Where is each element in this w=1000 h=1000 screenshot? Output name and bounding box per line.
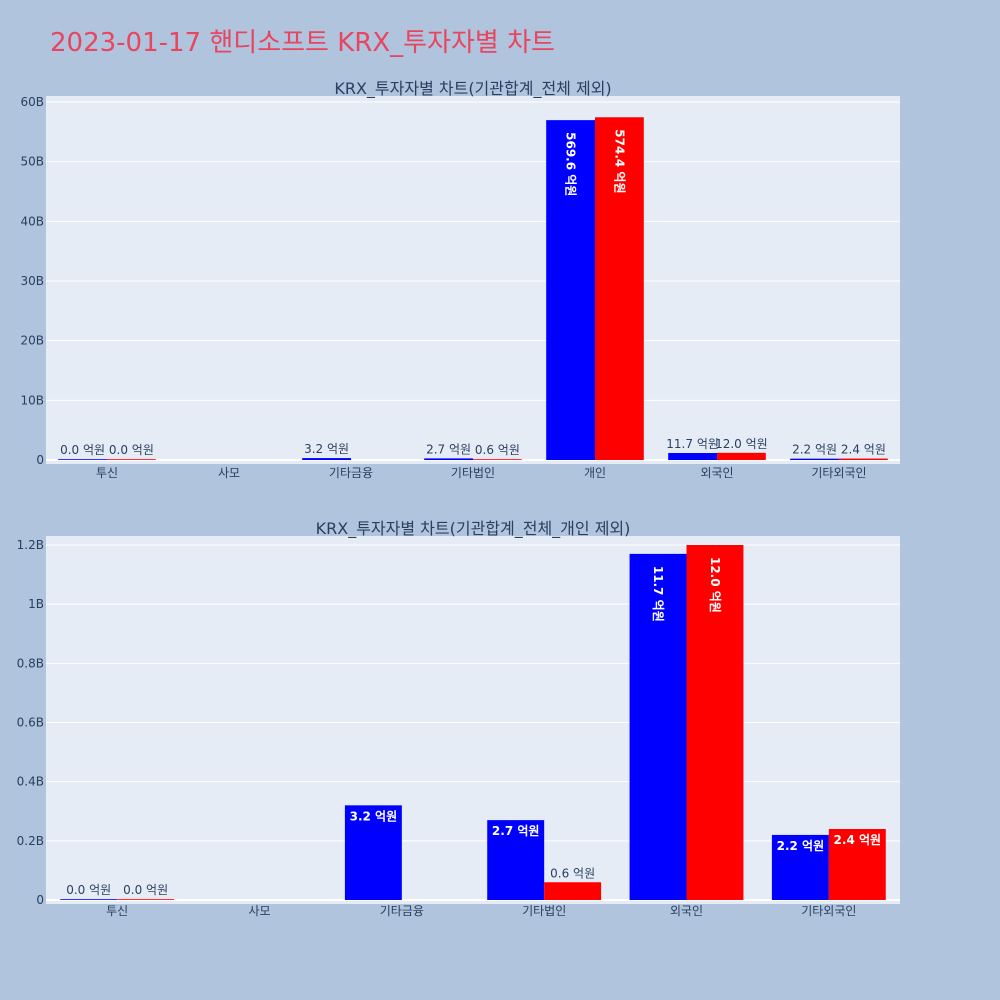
- chart1-ytick-label: 60B: [20, 95, 44, 109]
- chart2-data-label: 11.7 억원: [651, 566, 665, 622]
- chart1-ytick-label: 40B: [20, 214, 44, 228]
- chart2-data-label: 3.2 억원: [350, 809, 398, 823]
- chart1-data-label: 11.7 억원: [666, 437, 719, 451]
- chart1-xtick-label: 사모: [218, 466, 240, 480]
- chart1-plot-bg: [46, 96, 900, 464]
- chart1-data-label: 0.0 억원: [60, 443, 105, 457]
- chart1-bar: [302, 458, 351, 460]
- chart2-xtick-label: 기타법인: [522, 904, 566, 918]
- chart2-bar: [828, 829, 886, 900]
- chart1-ytick-label: 0: [36, 453, 44, 467]
- chart1-data-label: 569.6 억원: [564, 132, 578, 196]
- chart1-bar: [473, 459, 522, 460]
- chart2-title: KRX_투자자별 차트(기관합계_전체_개인 제외): [316, 519, 631, 539]
- chart1-title: KRX_투자자별 차트(기관합계_전체 제외): [334, 79, 611, 99]
- chart2-bar: [487, 820, 545, 900]
- chart1-bar: [790, 458, 839, 460]
- chart1-bar: [717, 452, 766, 460]
- chart1-bar: [668, 453, 717, 460]
- chart1-data-label: 2.4 억원: [841, 443, 886, 457]
- chart2-data-label: 0.0 억원: [66, 883, 111, 897]
- chart1-data-label: 0.6 억원: [475, 443, 520, 457]
- chart1-ytick-label: 50B: [20, 155, 44, 169]
- chart1-bar: [424, 458, 473, 460]
- chart2-ytick-label: 1B: [28, 597, 44, 611]
- chart1-bar: [839, 458, 888, 460]
- chart1-xtick-label: 기타금융: [329, 466, 373, 480]
- chart2-data-label: 12.0 억원: [708, 557, 722, 613]
- chart2-bar: [60, 899, 118, 900]
- chart1-data-label: 0.0 억원: [109, 443, 154, 457]
- chart1-xtick-label: 외국인: [700, 466, 733, 480]
- chart2-ytick-label: 0.8B: [17, 656, 44, 670]
- chart1-bar: [595, 117, 644, 461]
- chart2-ytick-label: 0.6B: [17, 716, 44, 730]
- chart2-ytick-label: 0.2B: [17, 834, 44, 848]
- chart2-ytick-label: 1.2B: [17, 538, 44, 552]
- chart2-xtick-label: 기타외국인: [801, 904, 856, 918]
- chart1-data-label: 12.0 억원: [715, 437, 768, 451]
- chart2-data-label: 0.0 억원: [123, 883, 168, 897]
- chart1-bar: [58, 459, 107, 460]
- chart1-data-label: 3.2 억원: [304, 442, 349, 456]
- chart1-ytick-label: 30B: [20, 274, 44, 288]
- chart2-bar: [686, 545, 744, 900]
- chart1-data-label: 2.2 억원: [792, 443, 837, 457]
- chart1-ytick-label: 10B: [20, 393, 44, 407]
- chart2-bar: [771, 834, 829, 900]
- chart2-data-label: 2.2 억원: [777, 839, 825, 853]
- chart1-xtick-label: 기타법인: [451, 466, 495, 480]
- chart2-data-label: 2.7 억원: [492, 824, 540, 838]
- chart2-plot-bg: [46, 536, 900, 904]
- chart2-ytick-label: 0: [36, 893, 44, 907]
- chart1-xtick-label: 기타외국인: [811, 466, 866, 480]
- chart2-bar: [344, 805, 402, 900]
- chart2-xtick-label: 사모: [248, 904, 270, 918]
- page-title: 2023-01-17 핸디소프트 KRX_투자자별 차트: [50, 28, 555, 58]
- chart2-xtick-label: 기타금융: [380, 904, 424, 918]
- chart2-bar: [117, 899, 175, 900]
- chart2-bar: [544, 882, 602, 900]
- chart1-ytick-label: 20B: [20, 334, 44, 348]
- chart1-xtick-label: 개인: [584, 466, 606, 480]
- chart1-xtick-label: 투신: [96, 466, 118, 480]
- chart2-xtick-label: 외국인: [670, 904, 703, 918]
- chart2-bar: [629, 553, 687, 900]
- chart1-bar: [546, 120, 595, 460]
- chart2-data-label: 2.4 억원: [834, 833, 882, 847]
- chart2-data-label: 0.6 억원: [550, 866, 595, 880]
- chart1-data-label: 574.4 억원: [612, 129, 626, 193]
- chart1-data-label: 2.7 억원: [426, 442, 471, 456]
- chart1-bar: [107, 459, 156, 460]
- chart2-ytick-label: 0.4B: [17, 775, 44, 789]
- chart2-xtick-label: 투신: [106, 904, 128, 918]
